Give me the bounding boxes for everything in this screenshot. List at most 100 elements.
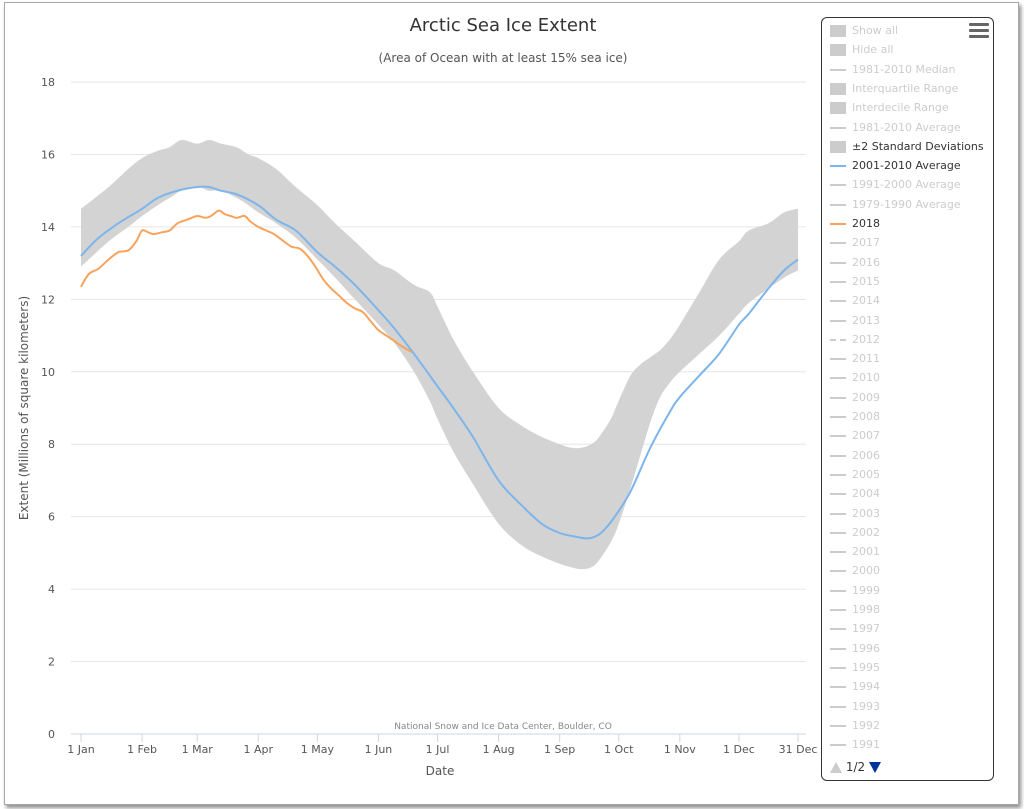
legend-label: 2007 <box>852 429 880 443</box>
legend-line-symbol <box>830 531 846 534</box>
legend-line-symbol <box>830 416 846 418</box>
legend-label: 2002 <box>852 525 880 539</box>
legend-line-symbol <box>830 300 846 303</box>
legend-line-symbol <box>830 126 846 129</box>
x-axis-title: Date <box>426 764 455 778</box>
legend-line-symbol <box>830 68 846 71</box>
legend-panel: Show all Hide all 1981-2010 Median Interqua… <box>821 17 994 781</box>
x-tick-label-7: 1 Aug <box>483 743 515 756</box>
chart-credit: National Snow and Ice Data Center, Bould… <box>394 722 612 732</box>
legend-label: 1992 <box>852 718 880 732</box>
legend-label: 2005 <box>852 467 880 481</box>
legend-line-symbol <box>830 396 846 399</box>
legend-label: 1981-2010 Average <box>852 120 961 134</box>
legend-line-symbol <box>830 261 846 264</box>
legend-label: Show all <box>852 24 899 37</box>
x-tick-label-0: 1 Jan <box>67 743 94 756</box>
x-tick-label-12: 31 Dec <box>779 743 818 756</box>
legend-box-symbol <box>830 82 846 95</box>
series-lines-layer <box>80 185 799 540</box>
legend-line-symbol <box>830 223 846 225</box>
legend-line-symbol <box>830 319 846 322</box>
pager-down-arrow-icon[interactable] <box>868 762 881 773</box>
legend-line-symbol <box>830 358 846 361</box>
legend-line-symbol <box>830 377 846 380</box>
legend-line-symbol <box>830 280 846 283</box>
legend-line-symbol <box>830 551 846 554</box>
legend-box-symbol <box>830 44 846 57</box>
legend-line-symbol <box>830 512 846 515</box>
legend-label: 2016 <box>852 255 880 269</box>
legend-label: 1999 <box>852 583 880 597</box>
legend-label: 1998 <box>852 603 880 616</box>
legend-label: 1996 <box>852 641 880 655</box>
legend-line-symbol <box>830 628 846 631</box>
axes: 0 2 4 6 8 10 12 14 16 18 1 Jan 1 Feb 1 Mar 1 Apr 1 May… <box>41 76 817 756</box>
legend-label: 1993 <box>852 699 880 713</box>
y-axis-title: Extent (Millions of square kilometers) <box>17 296 31 520</box>
grid-lines <box>71 81 806 663</box>
legend-line-symbol <box>830 203 846 206</box>
x-tick-label-3: 1 Apr <box>244 743 274 756</box>
x-tick-label-1: 1 Feb <box>127 743 157 756</box>
y-tick-label-7: 14 <box>41 221 55 234</box>
legend-label: 2017 <box>852 236 880 250</box>
legend-label: 2000 <box>852 564 880 578</box>
legend-label: 2006 <box>852 448 880 462</box>
legend-label: 2014 <box>852 294 880 308</box>
y-tick-label-4: 8 <box>48 438 55 451</box>
y-tick-label-8: 16 <box>41 148 55 161</box>
legend-label: Hide all <box>852 43 894 57</box>
legend-pager: 1/2 <box>830 759 881 775</box>
std-dev-band-layer <box>81 139 798 570</box>
legend-label: 1997 <box>852 622 880 636</box>
x-tick-label-5: 1 Jun <box>365 743 393 756</box>
y-tick-label-6: 12 <box>41 293 55 306</box>
legend-line-symbol <box>830 647 846 650</box>
legend-line-symbol <box>830 454 846 457</box>
x-tick-label-9: 1 Oct <box>604 743 634 756</box>
legend-line-symbol <box>830 705 846 708</box>
pager-up-arrow-icon[interactable] <box>830 762 842 773</box>
legend-line-symbol <box>830 473 846 476</box>
legend-label: 2001-2010 Average <box>852 159 961 173</box>
legend-label: 1995 <box>852 660 880 674</box>
pager-text: 1/2 <box>845 760 866 774</box>
legend-label: 2004 <box>852 487 880 501</box>
legend-label: 1991-2000 Average <box>852 178 961 192</box>
legend-label: ±2 Standard Deviations <box>852 139 984 153</box>
chart-subtitle: (Area of Ocean with at least 15% sea ice… <box>379 51 628 65</box>
series-line-1 <box>80 185 799 540</box>
legend-label: 1991 <box>852 738 880 752</box>
x-tick-label-6: 1 Jul <box>426 743 450 756</box>
legend-line-symbol <box>830 724 846 727</box>
std-dev-band <box>81 139 798 570</box>
legend-line-symbol <box>830 589 846 592</box>
legend-label: 2003 <box>852 506 880 520</box>
legend-box-symbol <box>830 102 846 115</box>
y-tick-label-2: 4 <box>48 583 55 596</box>
y-tick-label-5: 10 <box>41 366 55 379</box>
x-tick-label-8: 1 Sep <box>544 743 575 756</box>
legend-line-symbol <box>830 165 846 168</box>
y-tick-label-1: 2 <box>48 656 55 669</box>
x-tick-label-2: 1 Mar <box>182 743 214 756</box>
legend-label: 1994 <box>852 680 880 694</box>
legend-label: 1981-2010 Median <box>852 62 956 76</box>
y-tick-label-3: 6 <box>48 511 55 524</box>
legend-label: 2008 <box>852 410 880 423</box>
y-tick-label-9: 18 <box>41 76 55 89</box>
legend-line-symbol <box>830 609 846 611</box>
legend-box-symbol <box>830 140 846 153</box>
legend-label: 2015 <box>852 274 880 288</box>
legend-dash-symbol <box>830 338 846 341</box>
legend-label: 2013 <box>852 313 880 327</box>
legend-line-symbol <box>830 686 846 689</box>
legend-label: 1979-1990 Average <box>852 197 961 211</box>
hamburger-menu-icon[interactable] <box>969 23 989 39</box>
x-tick-label-11: 1 Dec <box>723 743 755 756</box>
x-tick-label-10: 1 Nov <box>664 743 696 756</box>
legend-line-symbol <box>830 242 846 245</box>
series-line-2 <box>80 209 413 353</box>
